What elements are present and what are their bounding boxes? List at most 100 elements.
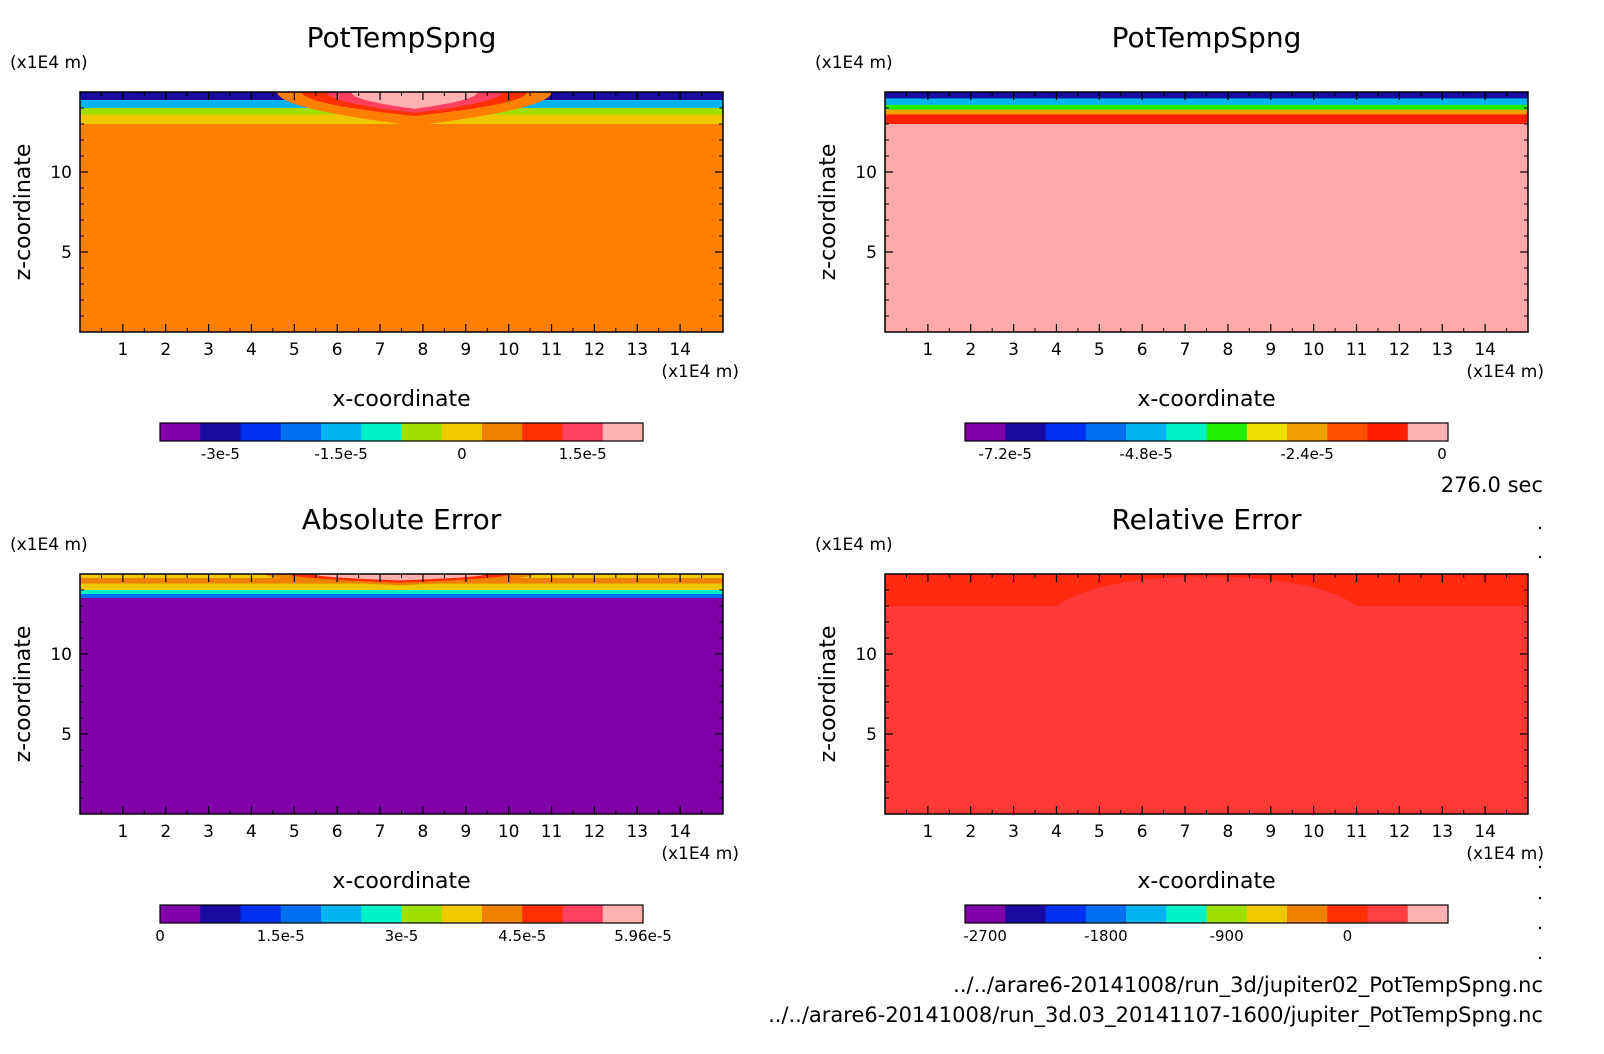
colorbar: -3e-5 -1.5e-5 0 1.5e-5	[159, 422, 644, 463]
x-tick-label: 1	[922, 340, 933, 360]
colorbar-cell	[401, 423, 443, 441]
x-tick-label: 4	[1051, 822, 1062, 842]
x-tick-label: 14	[1474, 822, 1496, 842]
x-tick-label: 8	[1223, 822, 1234, 842]
panel-1: PotTempSpng(x1E4 m)1 2 3 4 5 6 7 8 9 10 11 12 13 1451…	[10, 21, 739, 463]
x-tick-label: 12	[584, 340, 606, 360]
y-unit-label: (x1E4 m)	[815, 535, 893, 555]
x-axis-label: x-coordinate	[332, 869, 470, 894]
x-tick-label: 2	[160, 340, 171, 360]
colorbar-cell	[602, 423, 644, 441]
colorbar-cell	[482, 423, 523, 441]
colorbar: -2700 -1800 -900 0	[963, 904, 1449, 945]
x-tick-label: 11	[541, 822, 563, 842]
colorbar-cell	[562, 905, 604, 923]
field-anomaly-3	[351, 92, 478, 109]
x-tick-label: 6	[332, 822, 343, 842]
y-tick-label: 10	[855, 645, 877, 665]
y-tick-label: 5	[61, 725, 72, 745]
y-tick-label: 5	[866, 243, 877, 263]
colorbar-cell	[1246, 905, 1288, 923]
x-tick-label: 9	[1265, 340, 1276, 360]
colorbar-cell	[280, 423, 322, 441]
y-tick-label: 10	[50, 163, 72, 183]
colorbar-cell	[1005, 905, 1046, 923]
colorbar-tick-label: -900	[1210, 927, 1244, 945]
x-tick-label: 5	[1094, 340, 1105, 360]
x-unit-label: (x1E4 m)	[1466, 844, 1544, 864]
colorbar-cell	[1407, 423, 1449, 441]
x-tick-label: 4	[1051, 340, 1062, 360]
x-tick-label: 3	[1008, 340, 1019, 360]
x-tick-label: 14	[1474, 340, 1496, 360]
colorbar-tick-label: 5.96e-5	[614, 927, 672, 945]
colorbar-cell	[1166, 423, 1207, 441]
x-axis-label: x-coordinate	[332, 387, 470, 412]
colorbar-frame	[964, 904, 1449, 924]
field-background	[80, 574, 723, 814]
x-tick-label: 1	[922, 822, 933, 842]
colorbar-cell	[200, 905, 241, 923]
colorbar-cell	[1407, 905, 1449, 923]
field-plot	[80, 574, 723, 814]
x-tick-label: 8	[1223, 340, 1234, 360]
x-tick-label: 3	[203, 340, 214, 360]
x-tick-label: 10	[1303, 822, 1325, 842]
colorbar-tick-label: -1.5e-5	[314, 445, 367, 463]
colorbar-cell	[321, 423, 362, 441]
field-plot	[885, 92, 1528, 332]
colorbar-cell	[361, 423, 402, 441]
colorbar-cell	[1367, 905, 1409, 923]
colorbar-frame	[159, 904, 644, 924]
colorbar-cell	[361, 905, 402, 923]
colorbar-tick-label: 0	[1343, 927, 1353, 945]
colorbar-cell	[1045, 423, 1087, 441]
colorbar-cell	[160, 905, 201, 923]
field-mound	[1056, 576, 1357, 606]
colorbar-tick-label: 1.5e-5	[257, 927, 305, 945]
x-tick-label: 11	[541, 340, 563, 360]
field-plot	[885, 574, 1528, 814]
field-anomaly-2	[312, 574, 486, 581]
colorbar-frame	[964, 422, 1449, 442]
x-tick-label: 1	[117, 822, 128, 842]
x-tick-label: 1	[117, 340, 128, 360]
x-tick-label: 12	[1389, 340, 1411, 360]
x-tick-label: 11	[1346, 340, 1368, 360]
colorbar-cell	[1327, 423, 1368, 441]
x-tick-label: 6	[1137, 822, 1148, 842]
colorbar-cell	[1367, 423, 1409, 441]
colorbar-tick-label: 3e-5	[385, 927, 419, 945]
colorbar-cell	[1287, 423, 1328, 441]
panel-title: PotTempSpng	[307, 21, 497, 54]
x-tick-label: 9	[1265, 822, 1276, 842]
colorbar-cell	[321, 905, 362, 923]
colorbar-cell	[1206, 423, 1248, 441]
colorbar-cell	[240, 905, 282, 923]
x-axis-label: x-coordinate	[1137, 387, 1275, 412]
x-tick-label: 12	[584, 822, 606, 842]
panel-title: Relative Error	[1111, 503, 1302, 536]
colorbar-tick-label: 1.5e-5	[559, 445, 607, 463]
colorbar-cell	[1005, 423, 1046, 441]
x-tick-label: 2	[160, 822, 171, 842]
colorbar-cell	[1085, 423, 1127, 441]
x-tick-label: 6	[332, 340, 343, 360]
y-tick-label: 10	[50, 645, 72, 665]
panel-title: PotTempSpng	[1112, 21, 1302, 54]
colorbar-cell	[965, 905, 1006, 923]
y-unit-label: (x1E4 m)	[10, 535, 88, 555]
x-tick-label: 7	[1180, 822, 1191, 842]
x-tick-label: 10	[1303, 340, 1325, 360]
field-background	[885, 574, 1528, 814]
x-tick-label: 14	[669, 822, 691, 842]
y-axis-label: z-coordinate	[11, 144, 36, 281]
file-path-2: ../../arare6-20141008/run_3d.03_20141107…	[768, 1003, 1543, 1028]
panel-2: PotTempSpng(x1E4 m)1 2 3 4 5 6 7 8 9 10 11 12 13 1451…	[815, 21, 1544, 463]
colorbar-cell	[965, 423, 1006, 441]
colorbar-cell	[1126, 423, 1167, 441]
x-tick-label: 13	[626, 340, 648, 360]
colorbar-cell	[441, 423, 483, 441]
y-axis-label: z-coordinate	[816, 144, 841, 281]
